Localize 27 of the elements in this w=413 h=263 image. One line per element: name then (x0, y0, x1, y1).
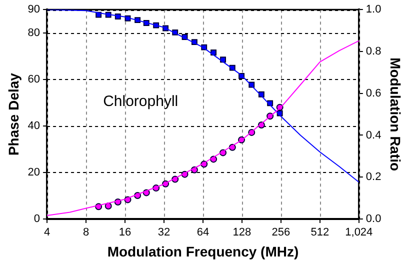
y2-tick-label: 0.8 (366, 46, 382, 58)
point (210, 50, 216, 56)
x-tick-label: 1,024 (345, 226, 373, 239)
x-tick-label: 128 (232, 226, 252, 239)
y2-tick-label: 0.0 (366, 213, 382, 226)
annotation: Chlorophyll (103, 92, 178, 110)
y-tick-label: 40 (28, 120, 40, 132)
y-tick-label: 80 (28, 26, 40, 39)
x-tick-label: 512 (310, 226, 330, 239)
y-tick-label: 20 (28, 166, 40, 178)
y-tick-label: 90 (28, 4, 40, 16)
y2-tick-label: 0.4 (366, 129, 382, 142)
y-tick-label: 60 (28, 73, 40, 86)
y2-axis-title: Modulation Ratio (388, 58, 404, 172)
y2-tick-label: 0.2 (366, 171, 382, 184)
x-tick-label: 4 (44, 226, 50, 239)
point (104, 202, 112, 210)
x-axis-title: Modulation Frequency (MHz) (107, 243, 299, 260)
y2-tick-label: 1.0 (366, 4, 382, 16)
y-tick-label: 0 (34, 213, 40, 226)
x-tick-label: 32 (158, 226, 170, 239)
x-tick-label: 16 (118, 226, 132, 239)
y-axis-title: Phase Delay (5, 72, 22, 156)
y2-tick-label: 0.6 (366, 87, 382, 100)
x-tick-label: 64 (196, 226, 210, 239)
x-tick-label: 256 (272, 226, 290, 239)
x-tick-label: 8 (82, 226, 90, 239)
